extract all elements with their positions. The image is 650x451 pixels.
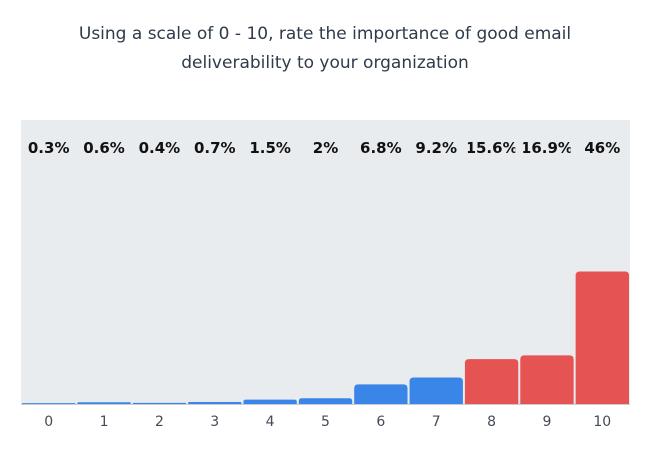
bar-0 [22, 403, 76, 404]
x-tick-label-10: 10 [593, 414, 611, 430]
value-label-7: 9.2% [415, 139, 457, 157]
x-tick-label-3: 3 [210, 414, 219, 430]
bars-group [22, 271, 629, 404]
value-label-2: 0.4% [139, 139, 181, 157]
bar-4 [243, 399, 297, 404]
chart-title-line-1: Using a scale of 0 - 10, rate the import… [78, 24, 572, 44]
value-label-9: 16.9% [521, 139, 573, 157]
value-label-10: 46% [584, 139, 620, 157]
value-labels-group: 0.3% 0.6% 0.4% 0.7% 1.5% 2% 6.8% 9.2% 15.6% 16.9%… [28, 139, 620, 157]
bar-7 [409, 377, 463, 404]
value-label-1: 0.6% [83, 139, 125, 157]
bar-2 [132, 402, 187, 404]
bar-1 [77, 402, 131, 404]
x-tick-label-0: 0 [44, 414, 53, 430]
bar-3 [188, 401, 242, 404]
x-tick-label-9: 9 [542, 414, 551, 430]
chart-title-line-2: deliverability to your organization [181, 53, 469, 73]
x-tick-label-2: 2 [155, 414, 164, 430]
bar-8 [464, 359, 519, 404]
x-tick-label-1: 1 [100, 414, 109, 430]
value-label-5: 2% [313, 139, 338, 157]
x-tick-labels-group: 0 1 2 3 4 5 6 7 8 9 10 [44, 414, 611, 430]
value-label-6: 6.8% [360, 139, 402, 157]
value-label-0: 0.3% [28, 139, 70, 157]
bar-5 [298, 398, 353, 404]
bar-10 [575, 271, 629, 404]
x-tick-label-5: 5 [321, 414, 330, 430]
value-label-8: 15.6% [466, 139, 518, 157]
bar-9 [520, 355, 574, 404]
bar-6 [354, 384, 408, 404]
x-axis-baseline [21, 404, 630, 405]
x-tick-label-6: 6 [376, 414, 385, 430]
chart-title: Using a scale of 0 - 10, rate the import… [0, 20, 650, 78]
x-tick-label-7: 7 [432, 414, 441, 430]
x-tick-label-4: 4 [266, 414, 275, 430]
value-label-3: 0.7% [194, 139, 236, 157]
value-label-4: 1.5% [249, 139, 291, 157]
x-tick-label-8: 8 [487, 414, 496, 430]
